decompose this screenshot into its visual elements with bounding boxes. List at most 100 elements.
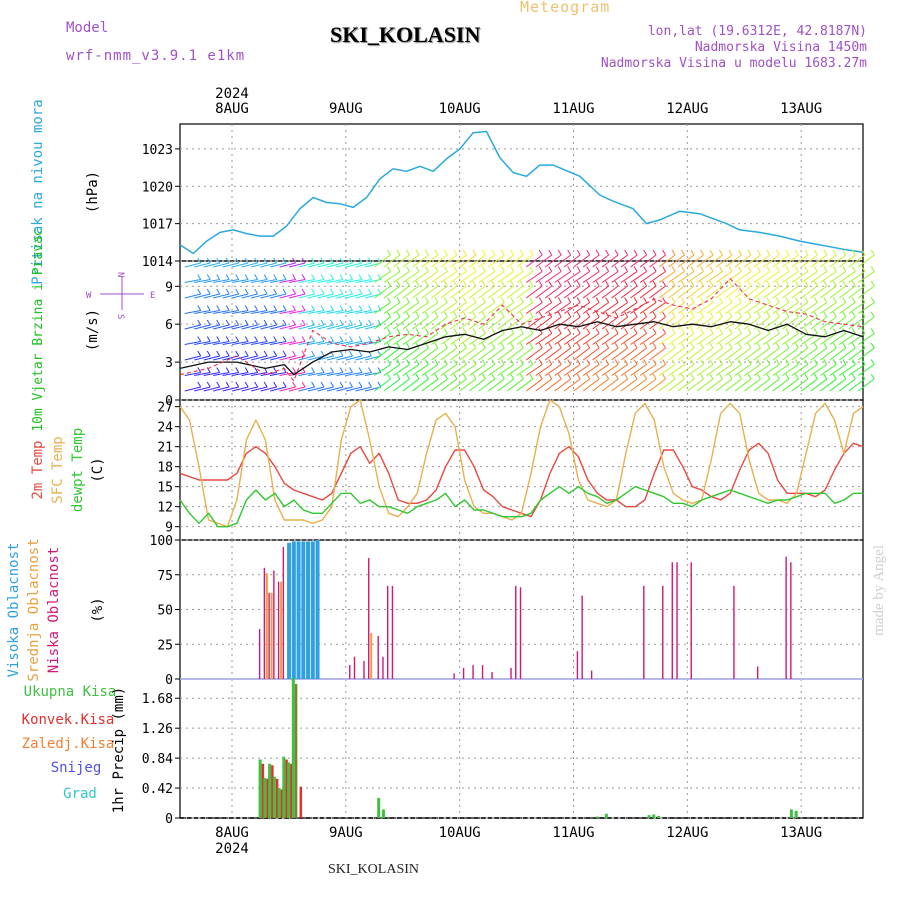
wind-barb: [554, 347, 572, 361]
wind-barb: [402, 316, 420, 330]
wind-barb-flag: [462, 328, 467, 334]
wind-barb: [801, 271, 818, 283]
wind-barb-flag: [567, 280, 572, 287]
wind-barb-flag: [320, 350, 325, 357]
wind-barb: [241, 355, 258, 361]
wind-barb-flag: [339, 336, 344, 342]
wind-barb: [544, 316, 562, 330]
wind-barb-flag: [396, 297, 401, 303]
wind-barb: [317, 355, 334, 361]
wind-barb: [696, 347, 714, 361]
wind-barb-flag: [292, 336, 297, 342]
wind-barb: [516, 333, 534, 345]
wind-barb: [421, 254, 439, 268]
wind-barb: [421, 364, 439, 376]
wind-barb: [582, 254, 600, 268]
wind-barb: [487, 254, 505, 268]
wind-barb-flag: [206, 288, 211, 295]
wind-barb: [203, 372, 220, 376]
wind-barb-flag: [311, 381, 316, 388]
wind-barb-flag: [700, 249, 704, 256]
wind-barb-flag: [472, 373, 477, 380]
cloud-legend-2: Niska Oblacnost: [46, 547, 62, 673]
wind-barb-flag: [434, 249, 439, 256]
temp-series-1: [179, 399, 864, 528]
wind-barb: [516, 285, 534, 299]
day-label-bottom: 9AUG: [329, 825, 363, 841]
wind-barb: [421, 271, 439, 283]
wind-barb: [345, 310, 363, 314]
wind-barb-flag: [415, 359, 420, 365]
wind-barb-flag: [529, 311, 534, 318]
compass-n: N: [115, 272, 125, 277]
wind-barb-flag: [206, 305, 211, 311]
wind-barb: [639, 347, 657, 361]
wind-barb-flag: [709, 373, 714, 380]
wind-barb: [374, 364, 391, 376]
wind-barb: [753, 347, 771, 361]
wind-barb-flag: [738, 280, 742, 287]
temp-legend-2: dewpt Temp: [70, 428, 86, 512]
wind-barb: [848, 271, 866, 283]
wind-barb: [431, 285, 448, 299]
cloud-bar: [280, 581, 283, 679]
wind-barb: [525, 378, 543, 392]
wind-barb: [706, 333, 723, 345]
wind-barb-flag: [738, 328, 742, 334]
wind-barb: [782, 316, 799, 330]
wind-barb: [450, 378, 467, 392]
wind-barb-flag: [690, 359, 695, 365]
wind-barb-flag: [510, 280, 515, 287]
wind-barb-flag: [273, 381, 278, 388]
cloud-bar: [310, 541, 315, 679]
wind-barb: [829, 333, 847, 345]
wind-barb-flag: [586, 359, 591, 365]
wind-barb: [848, 302, 866, 314]
wind-barb: [725, 302, 742, 314]
precip-legend-3: Snijeg: [51, 760, 102, 776]
wind-barb-flag: [311, 305, 316, 311]
wind-barb: [810, 254, 828, 268]
wind-barb: [241, 279, 258, 283]
wind-barb-flag: [244, 367, 249, 373]
wind-barb: [687, 378, 704, 392]
y-tick-label: 1017: [142, 218, 173, 233]
wind-barb: [630, 254, 647, 268]
wind-barb-flag: [548, 328, 553, 334]
wind-barb: [506, 378, 524, 392]
wind-barb-flag: [472, 297, 477, 303]
wind-barb-flag: [311, 336, 316, 342]
wind-barb: [269, 386, 287, 392]
wind-barb: [791, 316, 809, 330]
wind-barb: [715, 347, 733, 361]
wind-barb-flag: [216, 319, 221, 326]
wind-barb: [506, 333, 524, 345]
wind-barb: [535, 271, 553, 283]
wind-barb-flag: [709, 266, 714, 272]
wind-barb-flag: [690, 280, 695, 287]
wind-barb: [288, 372, 306, 376]
temp-series-2: [179, 486, 863, 528]
wind-barb-flag: [681, 373, 685, 380]
cloud-bar: [282, 546, 285, 679]
wind-barb: [345, 293, 363, 299]
wind-barb-flag: [823, 249, 828, 256]
wind-barb: [582, 364, 600, 376]
wind-barb-flag: [263, 305, 268, 311]
y-tick-label: 25: [157, 638, 173, 653]
wind-barb-flag: [851, 266, 856, 272]
wind-barb: [440, 347, 458, 361]
wind-barb: [658, 364, 676, 376]
wind-barb-flag: [595, 373, 600, 380]
wind-barb: [421, 347, 439, 361]
wind-barb: [431, 347, 448, 361]
wind-barb: [801, 378, 818, 392]
wind-barb-flag: [586, 249, 591, 256]
wind-barb-flag: [453, 359, 458, 365]
wind-barb-flag: [804, 280, 809, 287]
wind-barb-flag: [462, 373, 467, 380]
wind-barb-flag: [728, 359, 733, 365]
wind-barb-flag: [330, 288, 334, 295]
wind-barb: [848, 285, 866, 299]
year-label-bottom: 2024: [215, 841, 249, 857]
